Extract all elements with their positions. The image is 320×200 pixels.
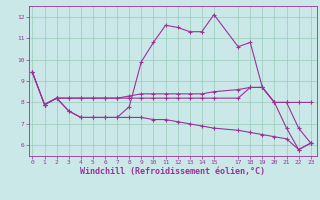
X-axis label: Windchill (Refroidissement éolien,°C): Windchill (Refroidissement éolien,°C) <box>80 167 265 176</box>
